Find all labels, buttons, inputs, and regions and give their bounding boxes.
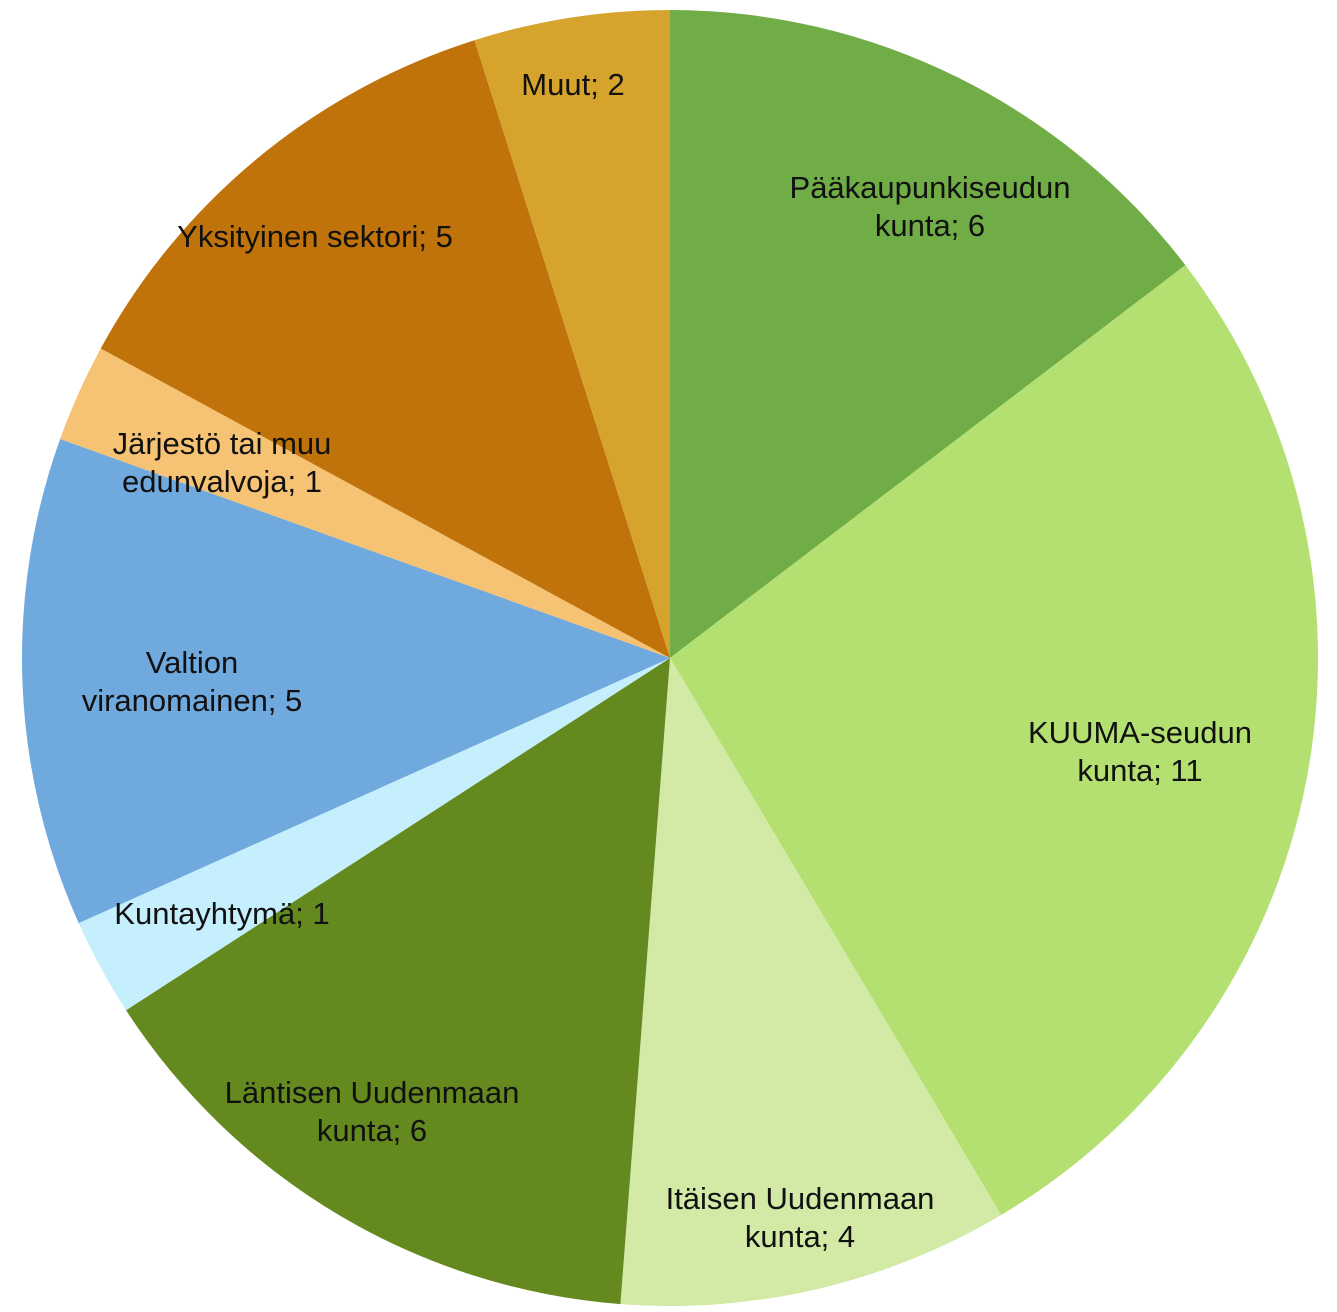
pie-slice [21, 438, 671, 924]
pie-slice [474, 10, 670, 658]
data-label: Itäisen Uudenmaan kunta; 4 [665, 1181, 935, 1254]
data-label: Valtion viranomainen; 5 [81, 645, 303, 718]
pie-slice [670, 265, 1318, 1216]
data-label: Järjestö tai muu edunvalvoja; 1 [112, 426, 332, 499]
data-label: Pääkaupunkiseudun kunta; 6 [789, 170, 1071, 243]
data-label: Muut; 2 [521, 67, 625, 103]
pie-slice [60, 348, 671, 658]
pie-slice [78, 658, 671, 1011]
data-label: Läntisen Uudenmaan kunta; 6 [224, 1075, 520, 1148]
pie-slice [620, 658, 1002, 1306]
data-label: KUUMA-seudun kunta; 11 [1028, 715, 1252, 788]
pie-slice [126, 658, 671, 1305]
data-label: Kuntayhtymä; 1 [114, 896, 330, 932]
pie-slice [670, 10, 1186, 658]
data-label: Yksityinen sektori; 5 [177, 219, 453, 255]
pie-slice [100, 40, 670, 658]
